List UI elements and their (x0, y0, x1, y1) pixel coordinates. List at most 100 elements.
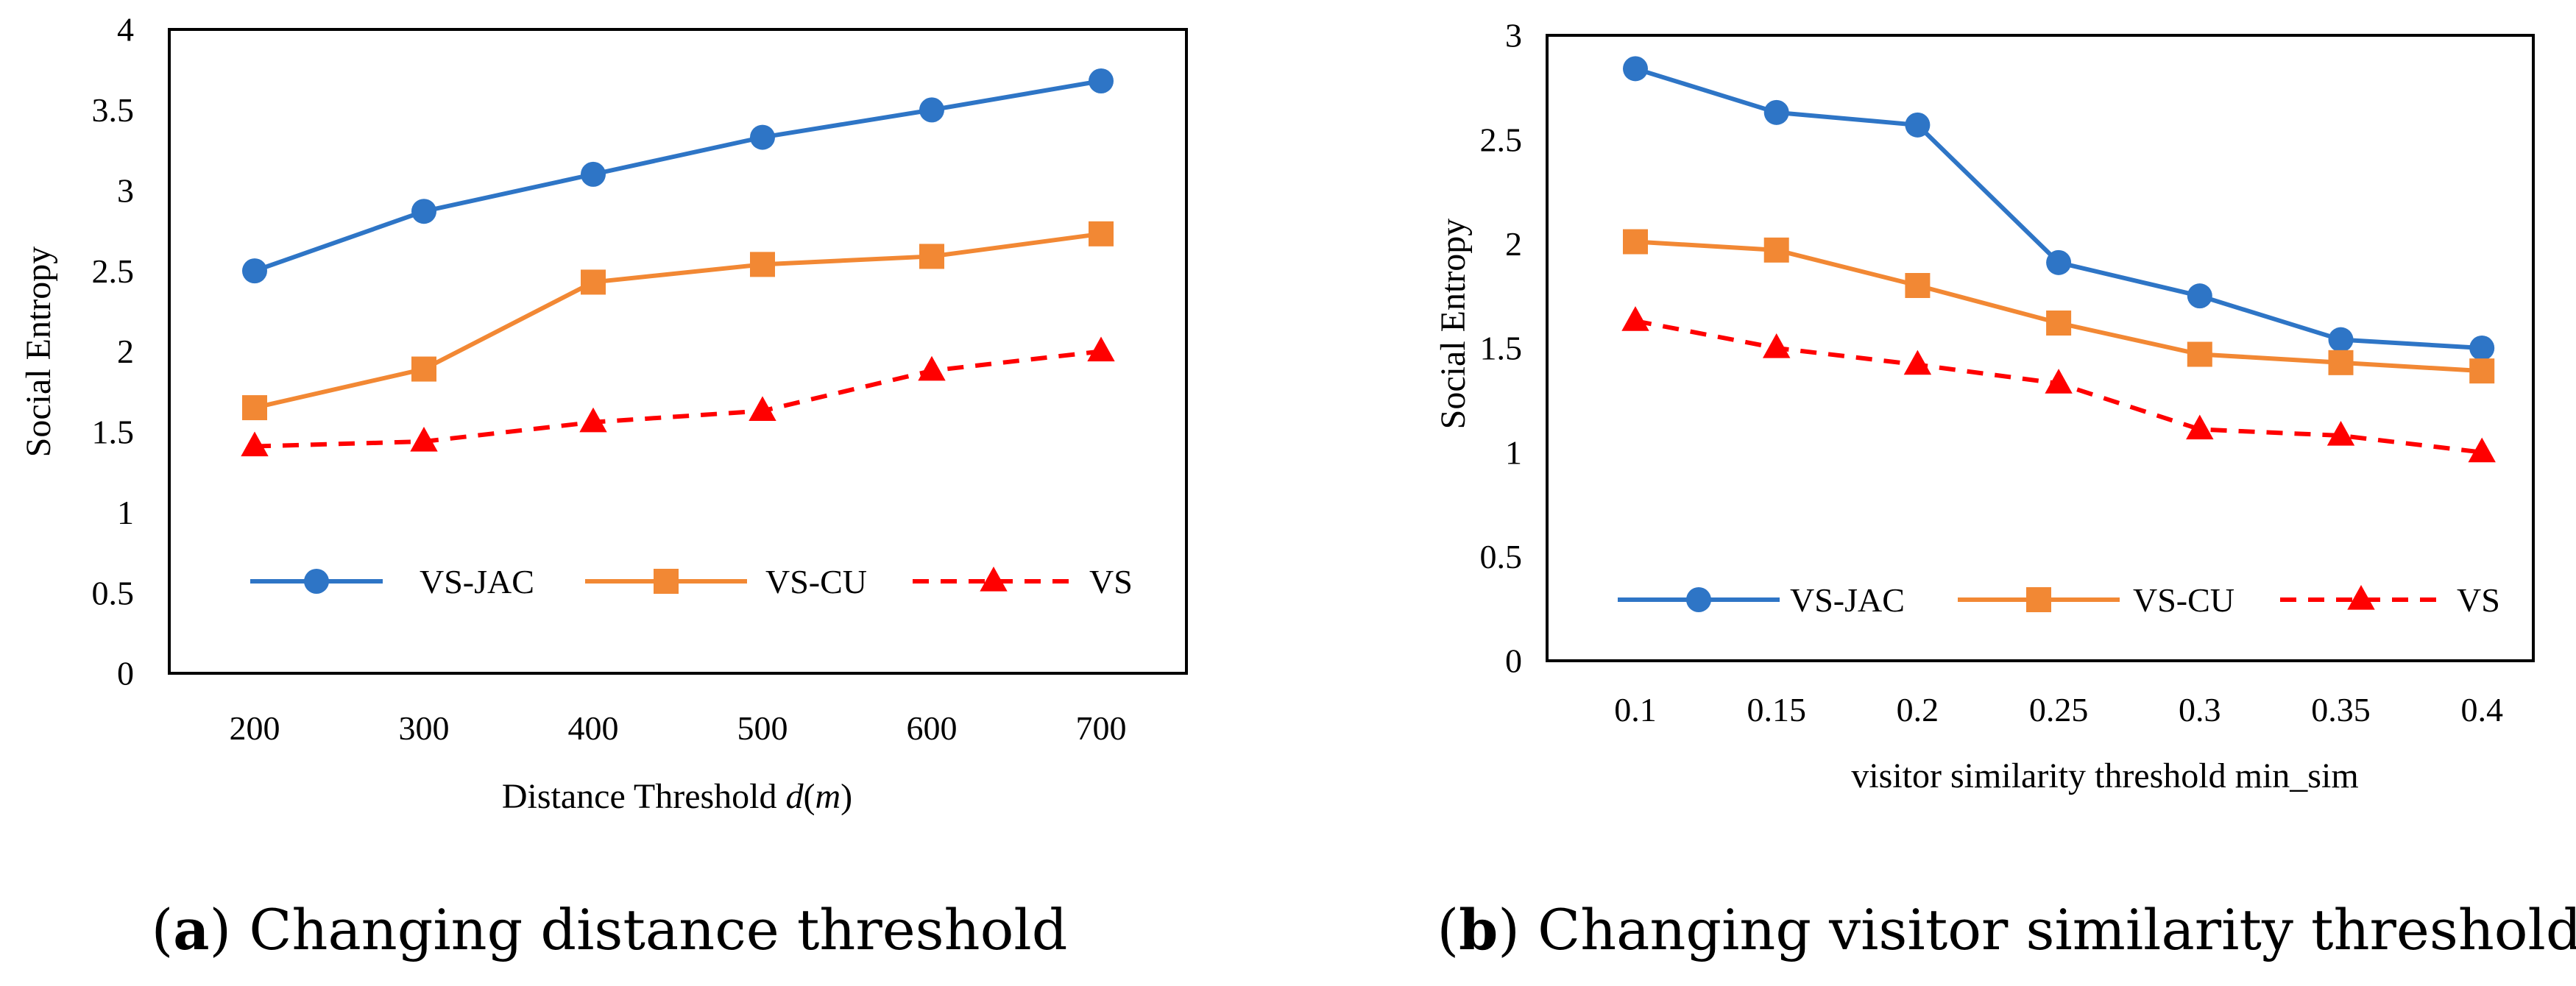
data-point-b-vs-5 (2326, 420, 2355, 446)
x-tick-label-b-5: 0.35 (2311, 691, 2371, 728)
data-point-b-vs-1 (1763, 333, 1791, 358)
legend-label-a-vs: VS (1089, 563, 1133, 600)
y-tick-label-b-0: 0 (1505, 642, 1522, 680)
series-line-b-vs-jac (1635, 66, 2483, 350)
data-point-b-vs-0 (1621, 306, 1649, 331)
legend-marker-a-vs-cu (654, 569, 679, 594)
y-tick-labels-a: 0 0.5 1 1.5 2 2.5 3 3.5 4 (92, 11, 135, 692)
legend-label-b-vs-cu: VS-CU (2133, 581, 2234, 619)
y-tick-label-a-4: 2 (117, 333, 134, 370)
x-tick-label-b-2: 0.2 (1897, 691, 1939, 728)
y-tick-labels-b: 0 0.5 1 1.5 2 2.5 3 (1480, 17, 1523, 680)
data-point-a-vs-jac-3 (750, 124, 775, 150)
x-tick-label-a-2: 400 (568, 709, 619, 747)
legend-b: VS-JAC VS-CU VS (1618, 581, 2500, 619)
x-tick-label-b-3: 0.25 (2029, 691, 2089, 728)
y-tick-label-a-5: 2.5 (92, 252, 135, 290)
data-point-b-vs-cu-2 (1905, 273, 1931, 298)
data-point-a-vs-3 (749, 396, 776, 422)
data-point-b-vs-cu-1 (1763, 237, 1789, 263)
data-point-a-vs-1 (410, 426, 438, 452)
y-tick-label-b-3: 1.5 (1480, 330, 1523, 367)
caption-b-text: Changing visitor similarity threshold (1520, 897, 2576, 962)
data-point-a-vs-cu-5 (1089, 221, 1114, 246)
y-tick-label-a-7: 3.5 (92, 91, 135, 129)
data-point-b-vs-jac-4 (2187, 283, 2212, 309)
data-point-b-vs-jac-1 (1763, 99, 1789, 125)
data-point-a-vs-0 (241, 431, 269, 457)
legend-label-b-vs: VS (2457, 581, 2500, 619)
x-axis-title-a-open: ( (804, 777, 815, 816)
caption-a-text: Changing distance threshold (231, 897, 1067, 962)
x-tick-label-a-3: 500 (737, 709, 788, 747)
y-tick-label-b-5: 2.5 (1480, 121, 1523, 158)
chart-panel-b: 0 0.5 1 1.5 2 2.5 3 0.1 0.15 0.2 0.25 0.3 0.35 0.4 S… (1434, 17, 2535, 795)
x-tick-label-b-6: 0.4 (2460, 691, 2503, 728)
legend-marker-b-vs-cu (2026, 587, 2051, 612)
series-line-a-vs-cu (254, 231, 1102, 410)
data-point-a-vs-jac-1 (411, 199, 436, 224)
caption-b: (b) Changing visitor similarity threshol… (1437, 897, 2576, 962)
x-axis-title-b: visitor similarity threshold min_sim (1851, 756, 2358, 795)
x-axis-title-a-var: d (786, 777, 804, 816)
x-tick-labels-b: 0.1 0.15 0.2 0.25 0.3 0.35 0.4 (1614, 691, 2503, 728)
series-layer-b (1621, 56, 2496, 463)
data-point-a-vs-jac-2 (581, 161, 606, 187)
legend-marker-b-vs-jac (1686, 587, 1711, 612)
caption-a-open: ( (152, 897, 174, 962)
data-point-b-vs-cu-3 (2046, 311, 2072, 336)
data-point-a-vs-4 (918, 355, 946, 381)
data-point-b-vs-cu-6 (2469, 358, 2495, 384)
plot-frame-b (1546, 34, 2535, 662)
data-point-b-vs-3 (2045, 369, 2073, 394)
caption-b-letter: b (1459, 897, 1498, 962)
x-axis-title-a: Distance Threshold d(m) (502, 777, 852, 816)
data-point-a-vs-2 (579, 407, 607, 433)
data-point-b-vs-cu-5 (2328, 350, 2354, 375)
y-axis-title-a: Social Entropy (19, 246, 58, 458)
x-tick-label-a-0: 200 (230, 709, 280, 747)
plot-frame-a (168, 28, 1188, 675)
caption-b-close: ) (1498, 897, 1520, 962)
legend-label-a-vs-jac: VS-JAC (420, 563, 534, 600)
x-tick-label-a-5: 700 (1076, 709, 1127, 747)
data-point-a-vs-jac-5 (1089, 68, 1114, 93)
data-point-a-vs-cu-0 (242, 395, 267, 421)
data-point-b-vs-jac-5 (2328, 327, 2354, 352)
x-axis-title-a-prefix: Distance Threshold (502, 777, 786, 816)
y-tick-label-a-8: 4 (117, 11, 134, 49)
data-point-a-vs-cu-4 (919, 244, 944, 269)
data-point-b-vs-jac-6 (2469, 336, 2495, 361)
y-tick-label-b-6: 3 (1505, 17, 1522, 54)
x-axis-title-a-unit: m (815, 777, 841, 816)
y-tick-label-a-3: 1.5 (92, 414, 135, 451)
legend-marker-b-vs (2347, 584, 2375, 610)
legend-a: VS-JAC VS-CU VS (250, 563, 1133, 600)
data-point-b-vs-4 (2186, 414, 2214, 440)
data-point-b-vs-2 (1903, 350, 1932, 375)
x-tick-label-a-4: 600 (907, 709, 958, 747)
x-tick-label-b-4: 0.3 (2179, 691, 2221, 728)
data-point-b-vs-jac-3 (2046, 249, 2072, 275)
data-point-a-vs-cu-2 (581, 269, 606, 295)
data-point-b-vs-jac-2 (1905, 112, 1931, 138)
data-point-a-vs-cu-1 (411, 356, 436, 382)
y-tick-label-b-4: 2 (1505, 225, 1522, 263)
x-tick-label-a-1: 300 (399, 709, 450, 747)
caption-a-close: ) (210, 897, 232, 962)
legend-label-b-vs-jac: VS-JAC (1790, 581, 1905, 619)
data-point-a-vs-cu-3 (750, 252, 775, 277)
y-tick-label-a-1: 0.5 (92, 574, 135, 611)
y-axis-title-b: Social Entropy (1434, 219, 1473, 430)
series-line-a-vs-jac (254, 79, 1102, 273)
caption-b-open: ( (1437, 897, 1459, 962)
y-tick-label-a-0: 0 (117, 655, 134, 692)
y-tick-label-b-1: 0.5 (1480, 538, 1523, 575)
x-axis-title-a-close: ) (841, 777, 852, 816)
data-point-a-vs-jac-4 (919, 97, 944, 123)
data-point-a-vs-jac-0 (242, 258, 267, 284)
x-tick-labels-a: 200 300 400 500 600 700 (230, 709, 1127, 747)
data-point-a-vs-5 (1087, 336, 1115, 362)
legend-label-a-vs-cu: VS-CU (765, 563, 867, 600)
